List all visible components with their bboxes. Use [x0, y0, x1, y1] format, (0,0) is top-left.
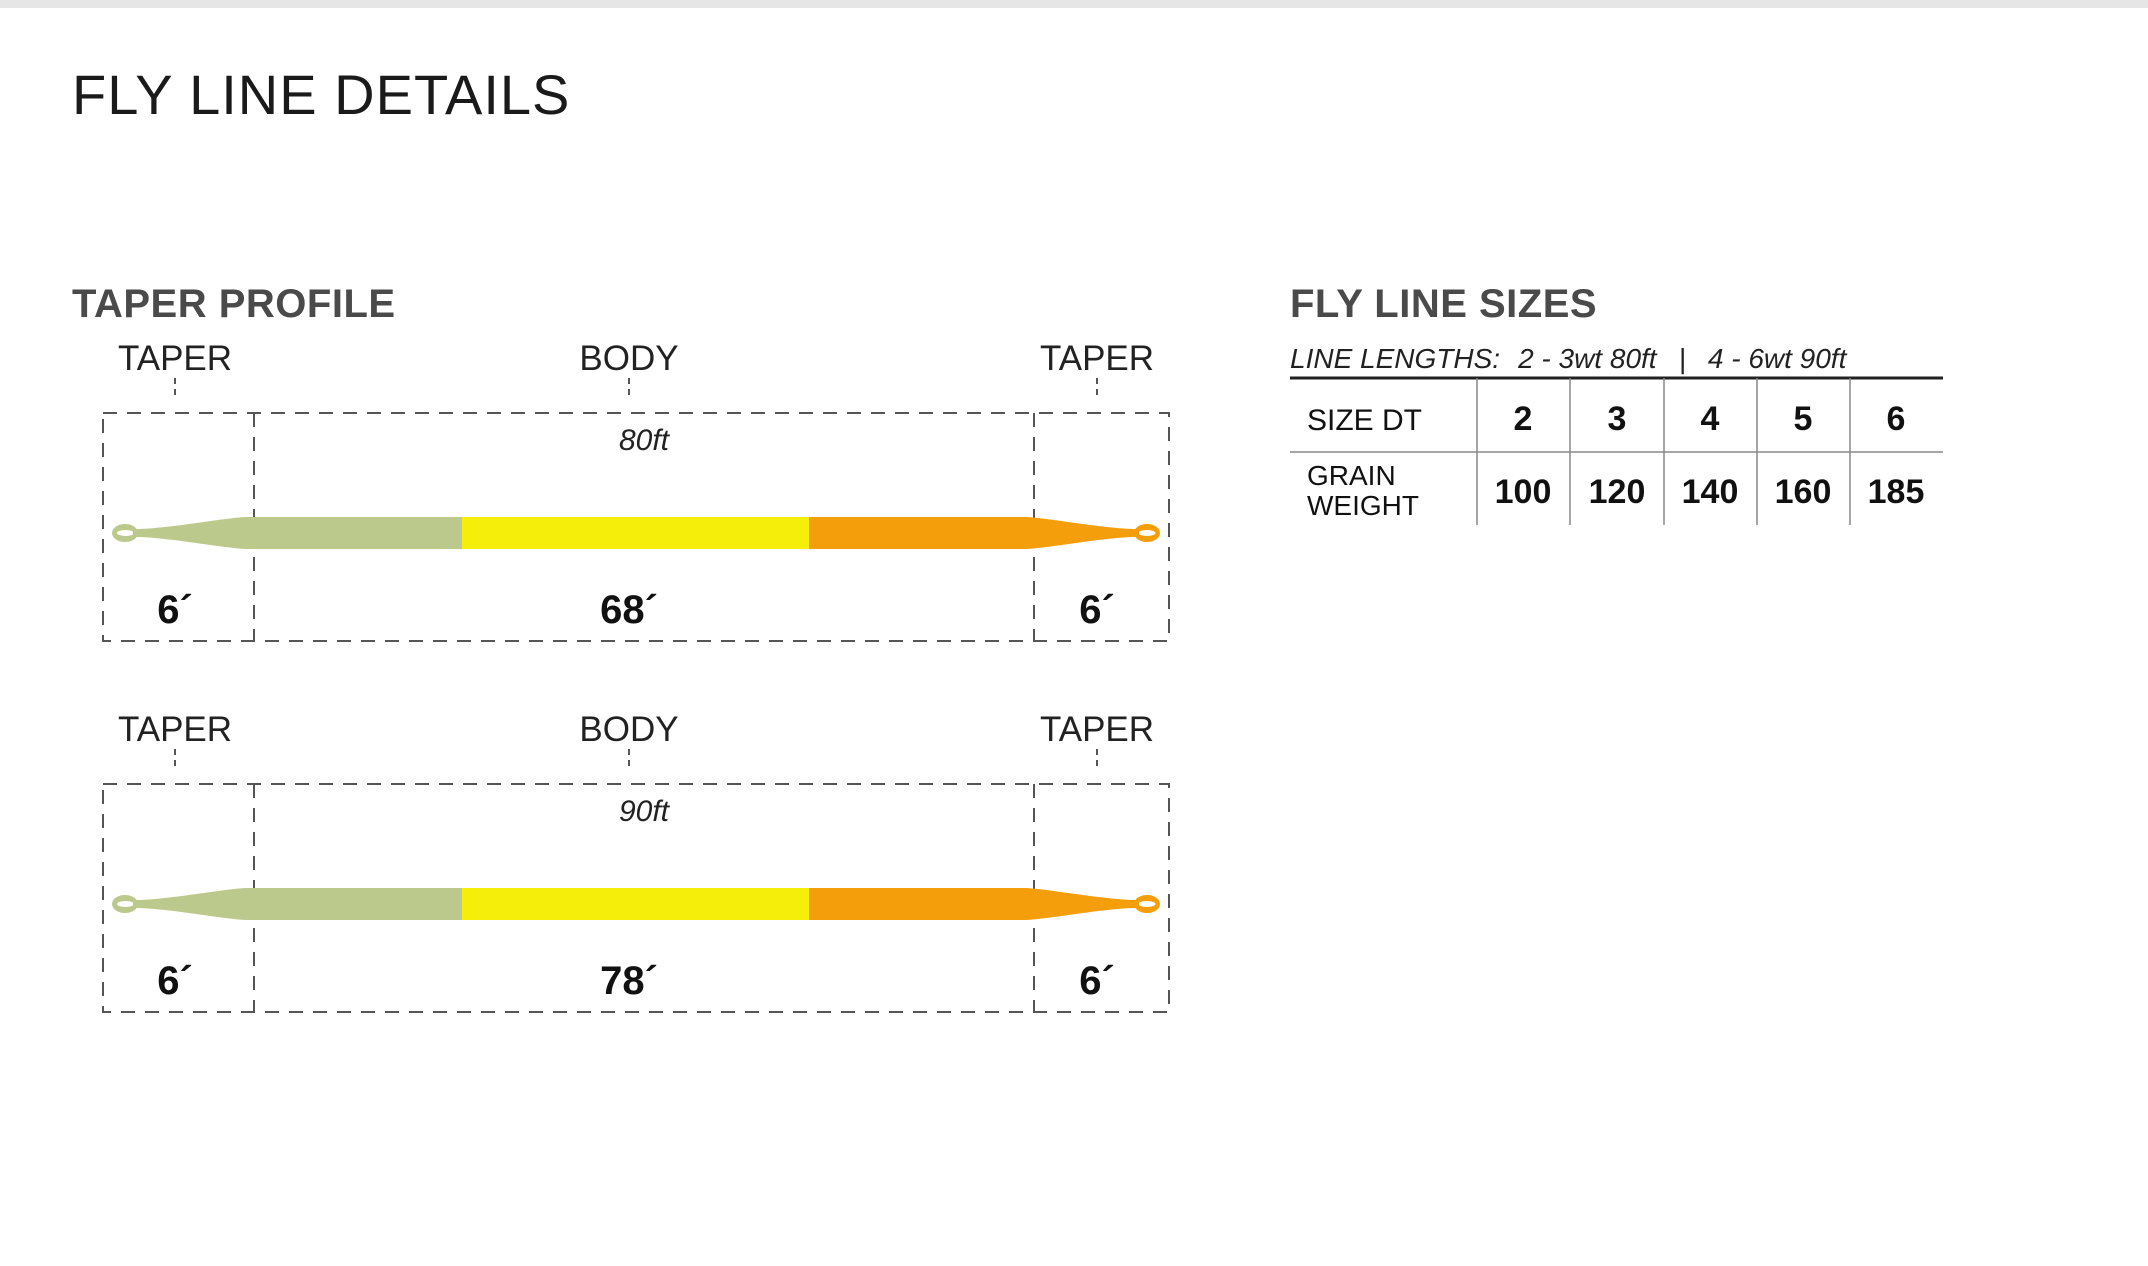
- svg-text:BODY: BODY: [579, 710, 678, 749]
- svg-text:78´: 78´: [600, 959, 658, 1003]
- svg-text:6´: 6´: [157, 959, 193, 1003]
- svg-text:6´: 6´: [1079, 959, 1115, 1003]
- svg-text:TAPER: TAPER: [118, 710, 232, 749]
- svg-text:TAPER: TAPER: [1040, 710, 1154, 749]
- svg-text:90ft: 90ft: [619, 795, 671, 828]
